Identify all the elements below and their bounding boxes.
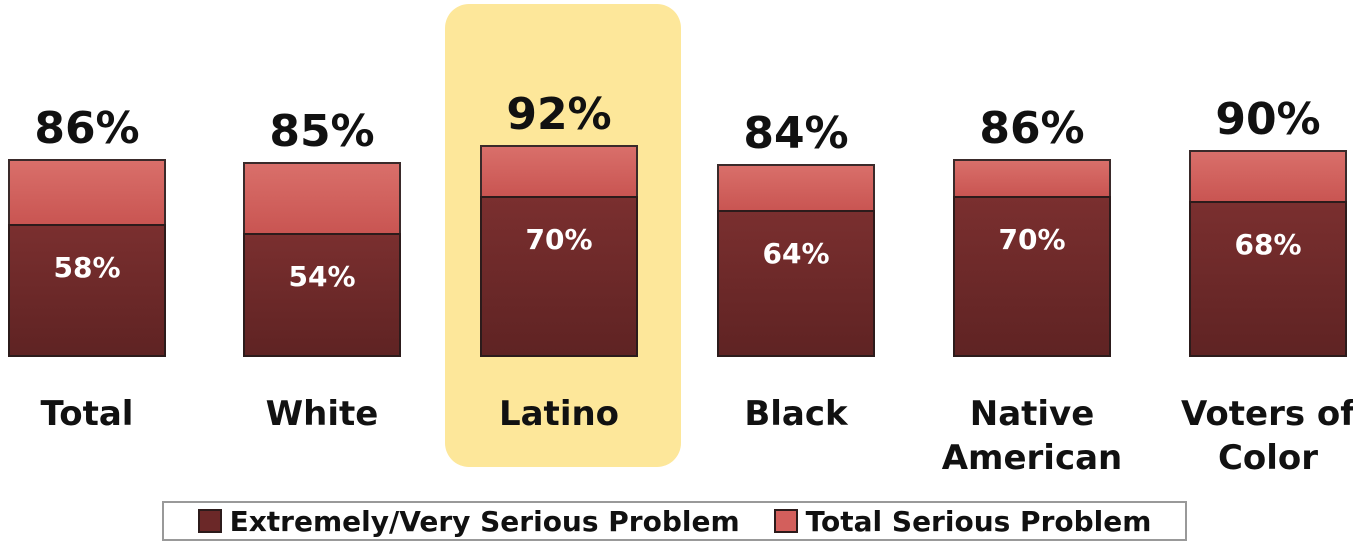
legend-label-total-serious: Total Serious Problem [805, 504, 1152, 538]
total-value-label: 86% [979, 103, 1085, 155]
bar-segment-total-serious [243, 161, 401, 233]
bar-segment-extremely-very [480, 196, 638, 357]
category-label: Total [40, 394, 134, 434]
total-value-label: 92% [506, 89, 612, 141]
bar-segment-extremely-very [8, 223, 166, 357]
category-label: Black [744, 394, 848, 434]
total-value-label: 84% [743, 107, 849, 159]
inner-value-label: 68% [1234, 227, 1302, 261]
bar-segment-extremely-very [953, 196, 1111, 357]
legend-item-total-serious: Total Serious Problem [773, 504, 1152, 538]
legend-swatch-total-serious [773, 509, 798, 533]
category-label: White [265, 394, 379, 434]
legend: Extremely/Very Serious Problem Total Ser… [162, 501, 1187, 541]
bar-segment-extremely-very [243, 232, 401, 357]
inner-value-label: 54% [288, 259, 356, 293]
bar-segment-total-serious [953, 159, 1111, 196]
category-label: Voters of Color [1180, 394, 1353, 479]
inner-value-label: 70% [525, 223, 593, 256]
category-label: Native American [941, 394, 1123, 479]
category-label: Latino [498, 394, 620, 434]
legend-label-extremely-very: Extremely/Very Serious Problem [229, 504, 740, 538]
total-value-label: 90% [1215, 94, 1321, 145]
total-value-label: 85% [269, 105, 375, 157]
bar-segment-extremely-very [717, 209, 875, 357]
inner-value-label: 64% [762, 236, 830, 270]
bar-segment-total-serious [8, 159, 166, 224]
inner-value-label: 70% [998, 223, 1066, 256]
legend-item-extremely-very: Extremely/Very Serious Problem [197, 504, 740, 538]
bar-segment-total-serious [1189, 150, 1347, 201]
inner-value-label: 58% [53, 250, 121, 284]
bar-segment-total-serious [480, 145, 638, 196]
total-value-label: 86% [34, 103, 140, 155]
bar-segment-extremely-very [1189, 200, 1347, 357]
legend-swatch-extremely-very [197, 509, 222, 533]
bar-segment-total-serious [717, 163, 875, 210]
